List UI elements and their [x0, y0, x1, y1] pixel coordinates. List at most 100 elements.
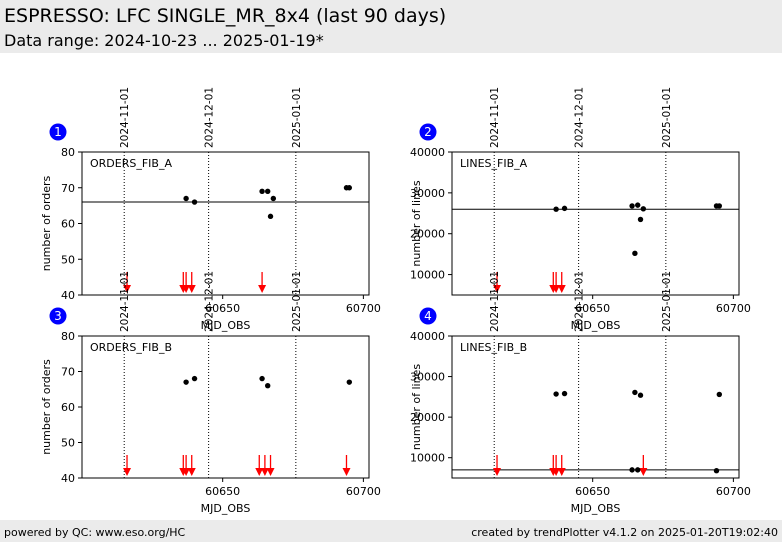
date-marker-label: 2024-12-01 — [574, 271, 586, 332]
y-axis-label: number of lines — [410, 180, 423, 266]
outlier-arrow-head — [557, 285, 566, 293]
y-tick-label: 40 — [61, 289, 75, 302]
date-marker-label: 2025-01-01 — [291, 271, 303, 332]
panel-4: 4 2024-11-01 2024-12-01 2025-01-01 10000 2000… — [410, 271, 751, 515]
y-tick-label: 60 — [61, 401, 75, 414]
panel-number: 4 — [424, 309, 432, 323]
data-point — [716, 391, 723, 398]
outlier-arrow-head — [493, 285, 502, 293]
y-tick-label: 30000 — [410, 187, 445, 200]
footer-bar: powered by QC: www.eso.org/HC created by… — [0, 520, 782, 542]
y-tick-label: 50 — [61, 437, 75, 450]
y-tick-label: 40 — [61, 472, 75, 485]
panel-number-badge — [419, 123, 437, 141]
plot-frame — [451, 151, 740, 296]
y-tick-label: 10000 — [410, 452, 445, 465]
outlier-arrow-head — [123, 468, 132, 476]
panel-2: 2 2024-11-01 2024-12-01 2025-01-01 10000 2000… — [410, 87, 751, 332]
y-tick-label: 20000 — [410, 228, 445, 241]
outlier-arrow-head — [182, 285, 191, 293]
x-axis-label: MJD_OBS — [571, 502, 621, 515]
y-axis-label: number of orders — [40, 175, 53, 271]
outlier-arrow-head — [266, 468, 275, 476]
y-tick-label: 50 — [61, 253, 75, 266]
outlier-arrow-head — [123, 285, 132, 293]
data-point — [553, 391, 559, 397]
outlier-arrow-head — [260, 468, 269, 476]
data-point — [267, 213, 274, 220]
y-tick-label: 60 — [61, 218, 75, 231]
y-axis-label: number of lines — [410, 364, 423, 450]
data-point — [259, 188, 265, 195]
data-point — [637, 216, 644, 223]
plot-frame — [81, 335, 370, 479]
data-range-subtitle: Data range: 2024-10-23 ... 2025-01-19* — [4, 31, 324, 50]
series-label: ORDERS_FIB_A — [90, 157, 172, 170]
data-point — [270, 195, 277, 202]
y-axis-label: number of orders — [40, 359, 53, 455]
data-point — [259, 375, 265, 382]
data-point — [632, 250, 638, 257]
panel-number: 1 — [54, 125, 62, 139]
y-tick-label: 80 — [61, 330, 75, 343]
y-tick-label: 80 — [61, 146, 75, 159]
panel-number: 3 — [54, 309, 62, 323]
y-tick-label: 70 — [61, 182, 75, 195]
date-marker-label: 2024-12-01 — [204, 87, 216, 148]
x-tick-label: 60650 — [205, 302, 240, 315]
y-tick-label: 30000 — [410, 371, 445, 384]
date-marker-label: 2024-12-01 — [574, 87, 586, 148]
outlier-arrow-head — [342, 468, 351, 476]
y-tick-label: 40000 — [410, 146, 445, 159]
data-point — [183, 195, 189, 202]
x-tick-label: 60700 — [346, 302, 381, 315]
date-marker-label: 2025-01-01 — [291, 87, 303, 148]
outlier-arrow-head — [255, 468, 264, 476]
x-tick-label: 60650 — [575, 302, 610, 315]
x-axis-label: MJD_OBS — [201, 319, 251, 332]
panel-number: 2 — [424, 125, 432, 139]
date-marker-label: 2024-11-01 — [119, 271, 131, 332]
data-point — [629, 467, 635, 473]
data-point — [629, 203, 635, 209]
data-point — [713, 467, 720, 474]
panel-3: 3 2024-11-01 2024-12-01 2025-01-01 40 50 60 70 8… — [40, 271, 381, 515]
y-tick-label: 70 — [61, 366, 75, 379]
header-bar: ESPRESSO: LFC SINGLE_MR_8x4 (last 90 day… — [0, 0, 782, 53]
page-title: ESPRESSO: LFC SINGLE_MR_8x4 (last 90 day… — [4, 5, 447, 27]
x-tick-label: 60700 — [716, 485, 751, 498]
footer-credit: powered by QC: www.eso.org/HC — [4, 526, 186, 539]
x-tick-label: 60700 — [346, 485, 381, 498]
outlier-arrow-head — [552, 285, 561, 293]
date-marker-label: 2024-11-01 — [489, 87, 501, 148]
date-marker-label: 2024-11-01 — [489, 271, 501, 332]
x-axis-label: MJD_OBS — [571, 319, 621, 332]
data-point — [346, 185, 353, 191]
data-point — [640, 206, 647, 212]
panel-number-badge — [49, 307, 67, 325]
date-marker-label: 2025-01-01 — [661, 87, 673, 148]
y-tick-label: 10000 — [410, 269, 445, 282]
series-label: LINES_FIB_A — [460, 157, 528, 170]
outlier-arrow-head — [557, 468, 566, 476]
outlier-arrow-head — [187, 285, 196, 293]
data-point — [637, 392, 644, 398]
data-point — [265, 383, 271, 389]
data-point — [561, 390, 568, 397]
data-point — [632, 389, 638, 396]
data-point — [191, 375, 198, 382]
outlier-arrow-head — [552, 468, 561, 476]
series-label: ORDERS_FIB_B — [90, 341, 172, 354]
y-tick-label: 20000 — [410, 411, 445, 424]
date-marker-label: 2024-12-01 — [204, 271, 216, 332]
panel-number-badge — [419, 307, 437, 325]
date-marker-label: 2025-01-01 — [661, 271, 673, 332]
outlier-arrow-head — [182, 468, 191, 476]
footer-created: created by trendPlotter v4.1.2 on 2025-0… — [471, 526, 778, 539]
data-point — [716, 203, 723, 209]
y-tick-label: 40000 — [410, 330, 445, 343]
x-tick-label: 60650 — [205, 485, 240, 498]
data-point — [561, 205, 568, 212]
data-point — [191, 199, 198, 205]
x-axis-label: MJD_OBS — [201, 502, 251, 515]
